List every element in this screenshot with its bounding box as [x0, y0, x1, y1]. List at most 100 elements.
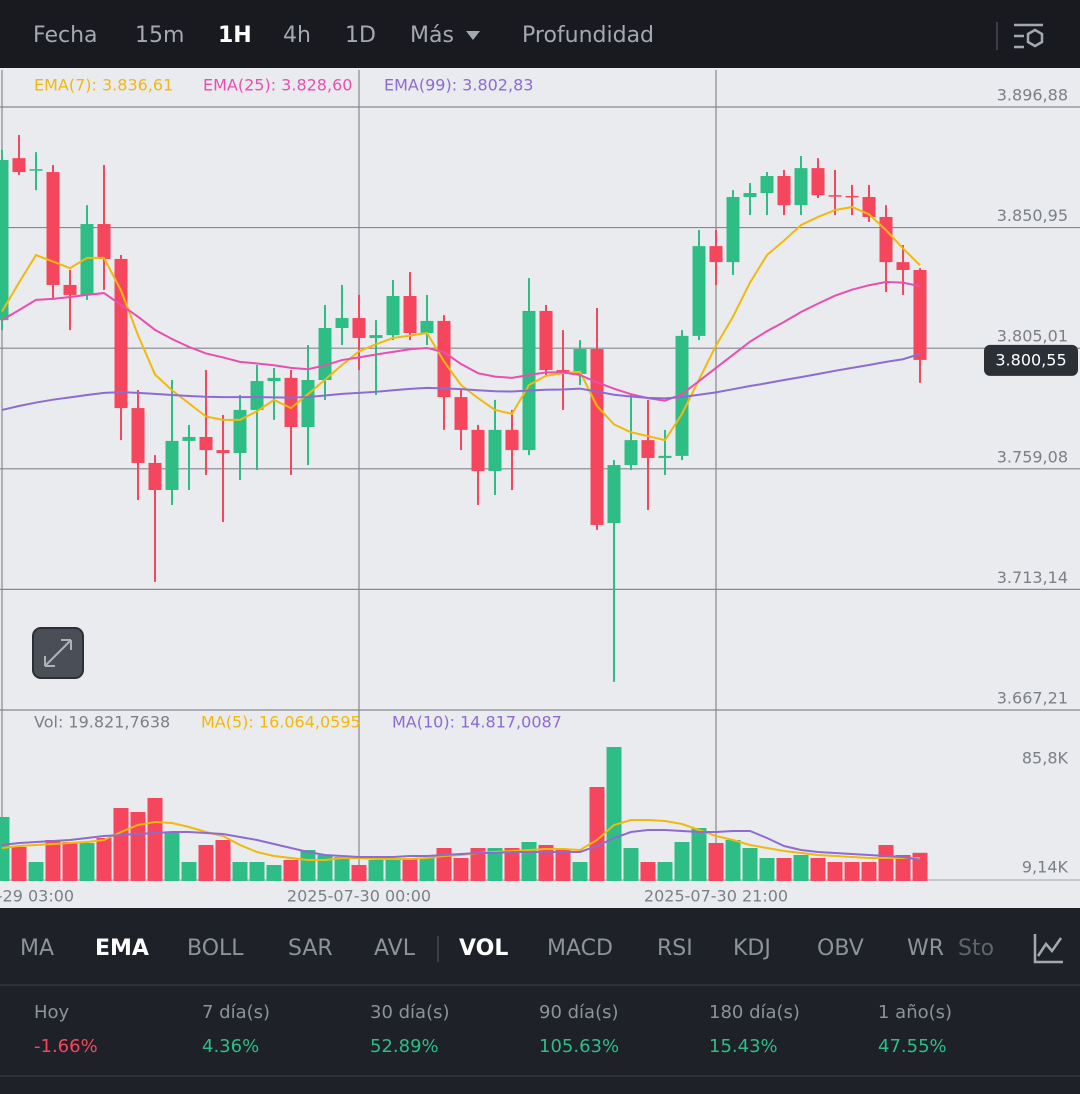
volume-bar	[521, 841, 537, 881]
volume-bar	[827, 861, 843, 881]
dropdown-arrow	[466, 31, 480, 40]
indicator-tab[interactable]: KDJ	[733, 936, 771, 961]
tab-depth[interactable]: Profundidad	[522, 23, 654, 48]
indicator-tab[interactable]: VOL	[459, 936, 508, 961]
indicator-tab[interactable]: MA	[20, 936, 54, 961]
y-tick-label: 3.759,08	[997, 447, 1068, 466]
ema-line	[1, 281, 921, 402]
indicator-tab[interactable]: Sto	[958, 936, 994, 961]
volume-bar	[572, 861, 588, 881]
candle-body	[267, 377, 281, 382]
volume-bar	[742, 847, 758, 881]
chart-settings-icon[interactable]	[1033, 934, 1063, 964]
volume-bar	[555, 850, 571, 881]
legend-entry: MA(10): 14.817,0087	[392, 713, 562, 732]
candle-body	[624, 440, 638, 466]
candle-body	[165, 440, 179, 491]
candle-body	[590, 349, 604, 525]
candle-body	[505, 429, 519, 451]
candle-body	[777, 175, 791, 206]
x-tick-label: 2025-07-29 03:00	[0, 887, 74, 906]
volume-bar	[674, 841, 690, 881]
candle-body	[539, 310, 553, 371]
indicator-tab[interactable]: SAR	[288, 936, 333, 961]
candle-body	[148, 462, 162, 491]
volume-bar	[249, 861, 265, 881]
volume-bar	[28, 861, 44, 881]
stat-period: Hoy	[34, 1002, 70, 1023]
tab-1d[interactable]: 1D	[345, 23, 376, 48]
candle-body	[488, 429, 502, 472]
plot: 3.896,88 3.850,95 3.805,01 3.759,08 3.713,14…	[0, 70, 1080, 906]
indicator-tab[interactable]: RSI	[657, 936, 693, 961]
volume-bar	[640, 861, 656, 881]
stat-period: 90 día(s)	[539, 1002, 619, 1023]
tab-15m[interactable]: 15m	[135, 23, 184, 48]
legend-entry: EMA(99): 3.802,83	[384, 76, 533, 95]
volume-bar	[810, 857, 826, 881]
volume-bar	[368, 860, 384, 881]
volume-bar	[266, 864, 282, 881]
volume-bar	[623, 847, 639, 881]
candle-body	[913, 269, 927, 360]
stats: Hoy -1.66% 7 día(s) 4.36% 30 día(s) 52.89% 90 …	[34, 1002, 952, 1057]
x-tick-label: 2025-07-30 00:00	[287, 887, 431, 906]
indicator-tab[interactable]: OBV	[817, 936, 864, 961]
volume-bar	[793, 854, 809, 881]
tab-4h[interactable]: 4h	[283, 23, 311, 48]
indicator-tab[interactable]: BOLL	[187, 936, 244, 961]
volume-bar	[147, 797, 163, 881]
volume-bar	[725, 840, 741, 881]
candle-body	[301, 379, 315, 427]
x-tick-label: 2025-07-30 21:00	[644, 887, 788, 906]
volume-bar	[300, 850, 316, 881]
volume-bar	[895, 854, 911, 881]
stat-change: 4.36%	[202, 1036, 259, 1057]
tab-mas[interactable]: Más	[410, 23, 454, 48]
volume-bar	[504, 847, 520, 881]
indicator-tab[interactable]: EMA	[95, 936, 149, 961]
candle-body	[199, 436, 213, 451]
y-tick-label: 85,8K	[1022, 748, 1069, 767]
volume-bar	[215, 840, 231, 881]
legend-entry: MA(5): 16.064,0595	[201, 713, 361, 732]
stat-change: 52.89%	[370, 1036, 439, 1057]
volume-bar	[130, 811, 146, 881]
candle-body	[454, 397, 468, 430]
stat-change: 47.55%	[878, 1036, 947, 1057]
volume-bar	[436, 847, 452, 881]
candle-body	[97, 224, 111, 259]
volume-bar	[844, 861, 860, 881]
tab-1h[interactable]: 1H	[218, 23, 252, 48]
volume-bar	[62, 841, 78, 881]
icon-hex	[1026, 28, 1044, 48]
stat-period: 7 día(s)	[202, 1002, 270, 1023]
volume-bar	[385, 857, 401, 881]
indicator-tab[interactable]: WR	[907, 936, 944, 961]
volume-bar	[453, 857, 469, 881]
candle-body	[879, 216, 893, 263]
volume-bar	[861, 861, 877, 881]
candle-body	[641, 440, 655, 458]
candle-body	[471, 429, 485, 472]
indicator-tab[interactable]: MACD	[547, 936, 613, 961]
volume-bar	[317, 854, 333, 881]
tab-fecha[interactable]: Fecha	[33, 23, 98, 48]
ema-line	[1, 352, 921, 411]
volume-bar	[334, 857, 350, 881]
volume-bar	[45, 840, 61, 881]
settings-icon[interactable]	[1014, 23, 1044, 49]
stat-period: 1 año(s)	[878, 1002, 952, 1023]
volume-bar	[96, 837, 112, 881]
volume-bar	[708, 843, 724, 881]
candle-body	[522, 310, 536, 451]
candle-body	[131, 408, 145, 463]
volume-bar	[606, 746, 622, 881]
indicator-tab[interactable]: AVL	[374, 936, 416, 961]
volume-bar	[164, 833, 180, 881]
candle-body	[607, 465, 621, 524]
candle-body	[675, 335, 689, 456]
expand-icon	[44, 639, 72, 667]
candle-body	[828, 195, 842, 197]
candle-body	[743, 193, 757, 197]
